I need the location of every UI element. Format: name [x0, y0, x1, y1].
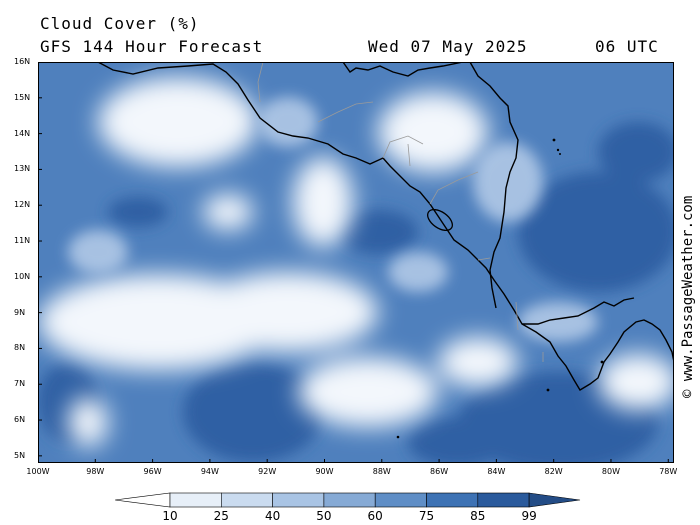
- legend-label-25: 25: [213, 509, 229, 523]
- country-borders: [257, 62, 544, 362]
- forecast-time: 06 UTC: [595, 37, 659, 56]
- lon-label-80w: 80W: [601, 467, 621, 476]
- lat-label-13n: 13N: [14, 164, 31, 174]
- legend-label-50: 50: [316, 509, 332, 523]
- lat-label-6n: 6N: [14, 415, 26, 425]
- lon-label-88w: 88W: [372, 467, 391, 476]
- legend-cell: [374, 492, 427, 508]
- legend-label-75: 75: [418, 509, 435, 523]
- legend-cell: [169, 492, 222, 508]
- coastline: [97, 62, 674, 391]
- lon-label-78w: 78W: [659, 467, 678, 476]
- legend-cell: [426, 492, 479, 508]
- lat-label-10n: 10N: [14, 271, 31, 281]
- cloud-high: [38, 122, 674, 463]
- legend-cell: [477, 492, 530, 508]
- legend-cell: [272, 492, 325, 508]
- island-marks: [396, 138, 604, 439]
- lat-label-9n: 9N: [14, 307, 26, 317]
- legend-label-60: 60: [367, 509, 383, 523]
- lon-label-98w: 98W: [86, 467, 105, 476]
- lat-label-8n: 8N: [14, 343, 26, 353]
- legend-label-99: 99: [521, 509, 537, 523]
- lat-label-15n: 15N: [14, 92, 31, 102]
- lake-nicaragua: [426, 208, 454, 232]
- map-frame: [38, 62, 674, 463]
- forecast-date: Wed 07 May 2025: [368, 37, 528, 56]
- lon-label-92w: 92W: [258, 467, 277, 476]
- passageweather-credit: © www.PassageWeather.com: [680, 195, 696, 398]
- lon-label-100w: 100W: [26, 467, 50, 476]
- map-title: Cloud Cover (%): [40, 14, 200, 33]
- lat-label-16n: 16N: [14, 57, 31, 66]
- legend-label-40: 40: [264, 509, 281, 523]
- lon-label-90w: 90W: [315, 467, 334, 476]
- coastline-north: [342, 62, 519, 309]
- lat-label-11n: 11N: [14, 236, 31, 246]
- lon-label-94w: 94W: [200, 467, 219, 476]
- legend-label-85: 85: [470, 509, 486, 523]
- lat-label-5n: 5N: [14, 450, 26, 460]
- color-scale-bar: [115, 492, 581, 508]
- axis-ticks: [38, 62, 669, 463]
- legend-label-10: 10: [162, 509, 178, 523]
- lon-label-82w: 82W: [544, 467, 563, 476]
- lon-label-84w: 84W: [487, 467, 506, 476]
- legend-cell: [323, 492, 376, 508]
- legend-arrow-low: [115, 492, 171, 508]
- lat-label-14n: 14N: [14, 128, 31, 138]
- lon-label-86w: 86W: [430, 467, 449, 476]
- coastline-panama-north: [522, 297, 635, 325]
- forecast-subtitle: GFS 144 Hour Forecast: [40, 37, 264, 56]
- lat-label-12n: 12N: [14, 200, 31, 210]
- map-canvas: [38, 62, 674, 463]
- lat-label-7n: 7N: [14, 379, 26, 389]
- legend-arrow-high: [528, 492, 581, 508]
- cloud-cover-map: [38, 62, 674, 463]
- lon-label-96w: 96W: [143, 467, 162, 476]
- cloud-clear: [38, 77, 674, 447]
- legend-cell: [221, 492, 273, 508]
